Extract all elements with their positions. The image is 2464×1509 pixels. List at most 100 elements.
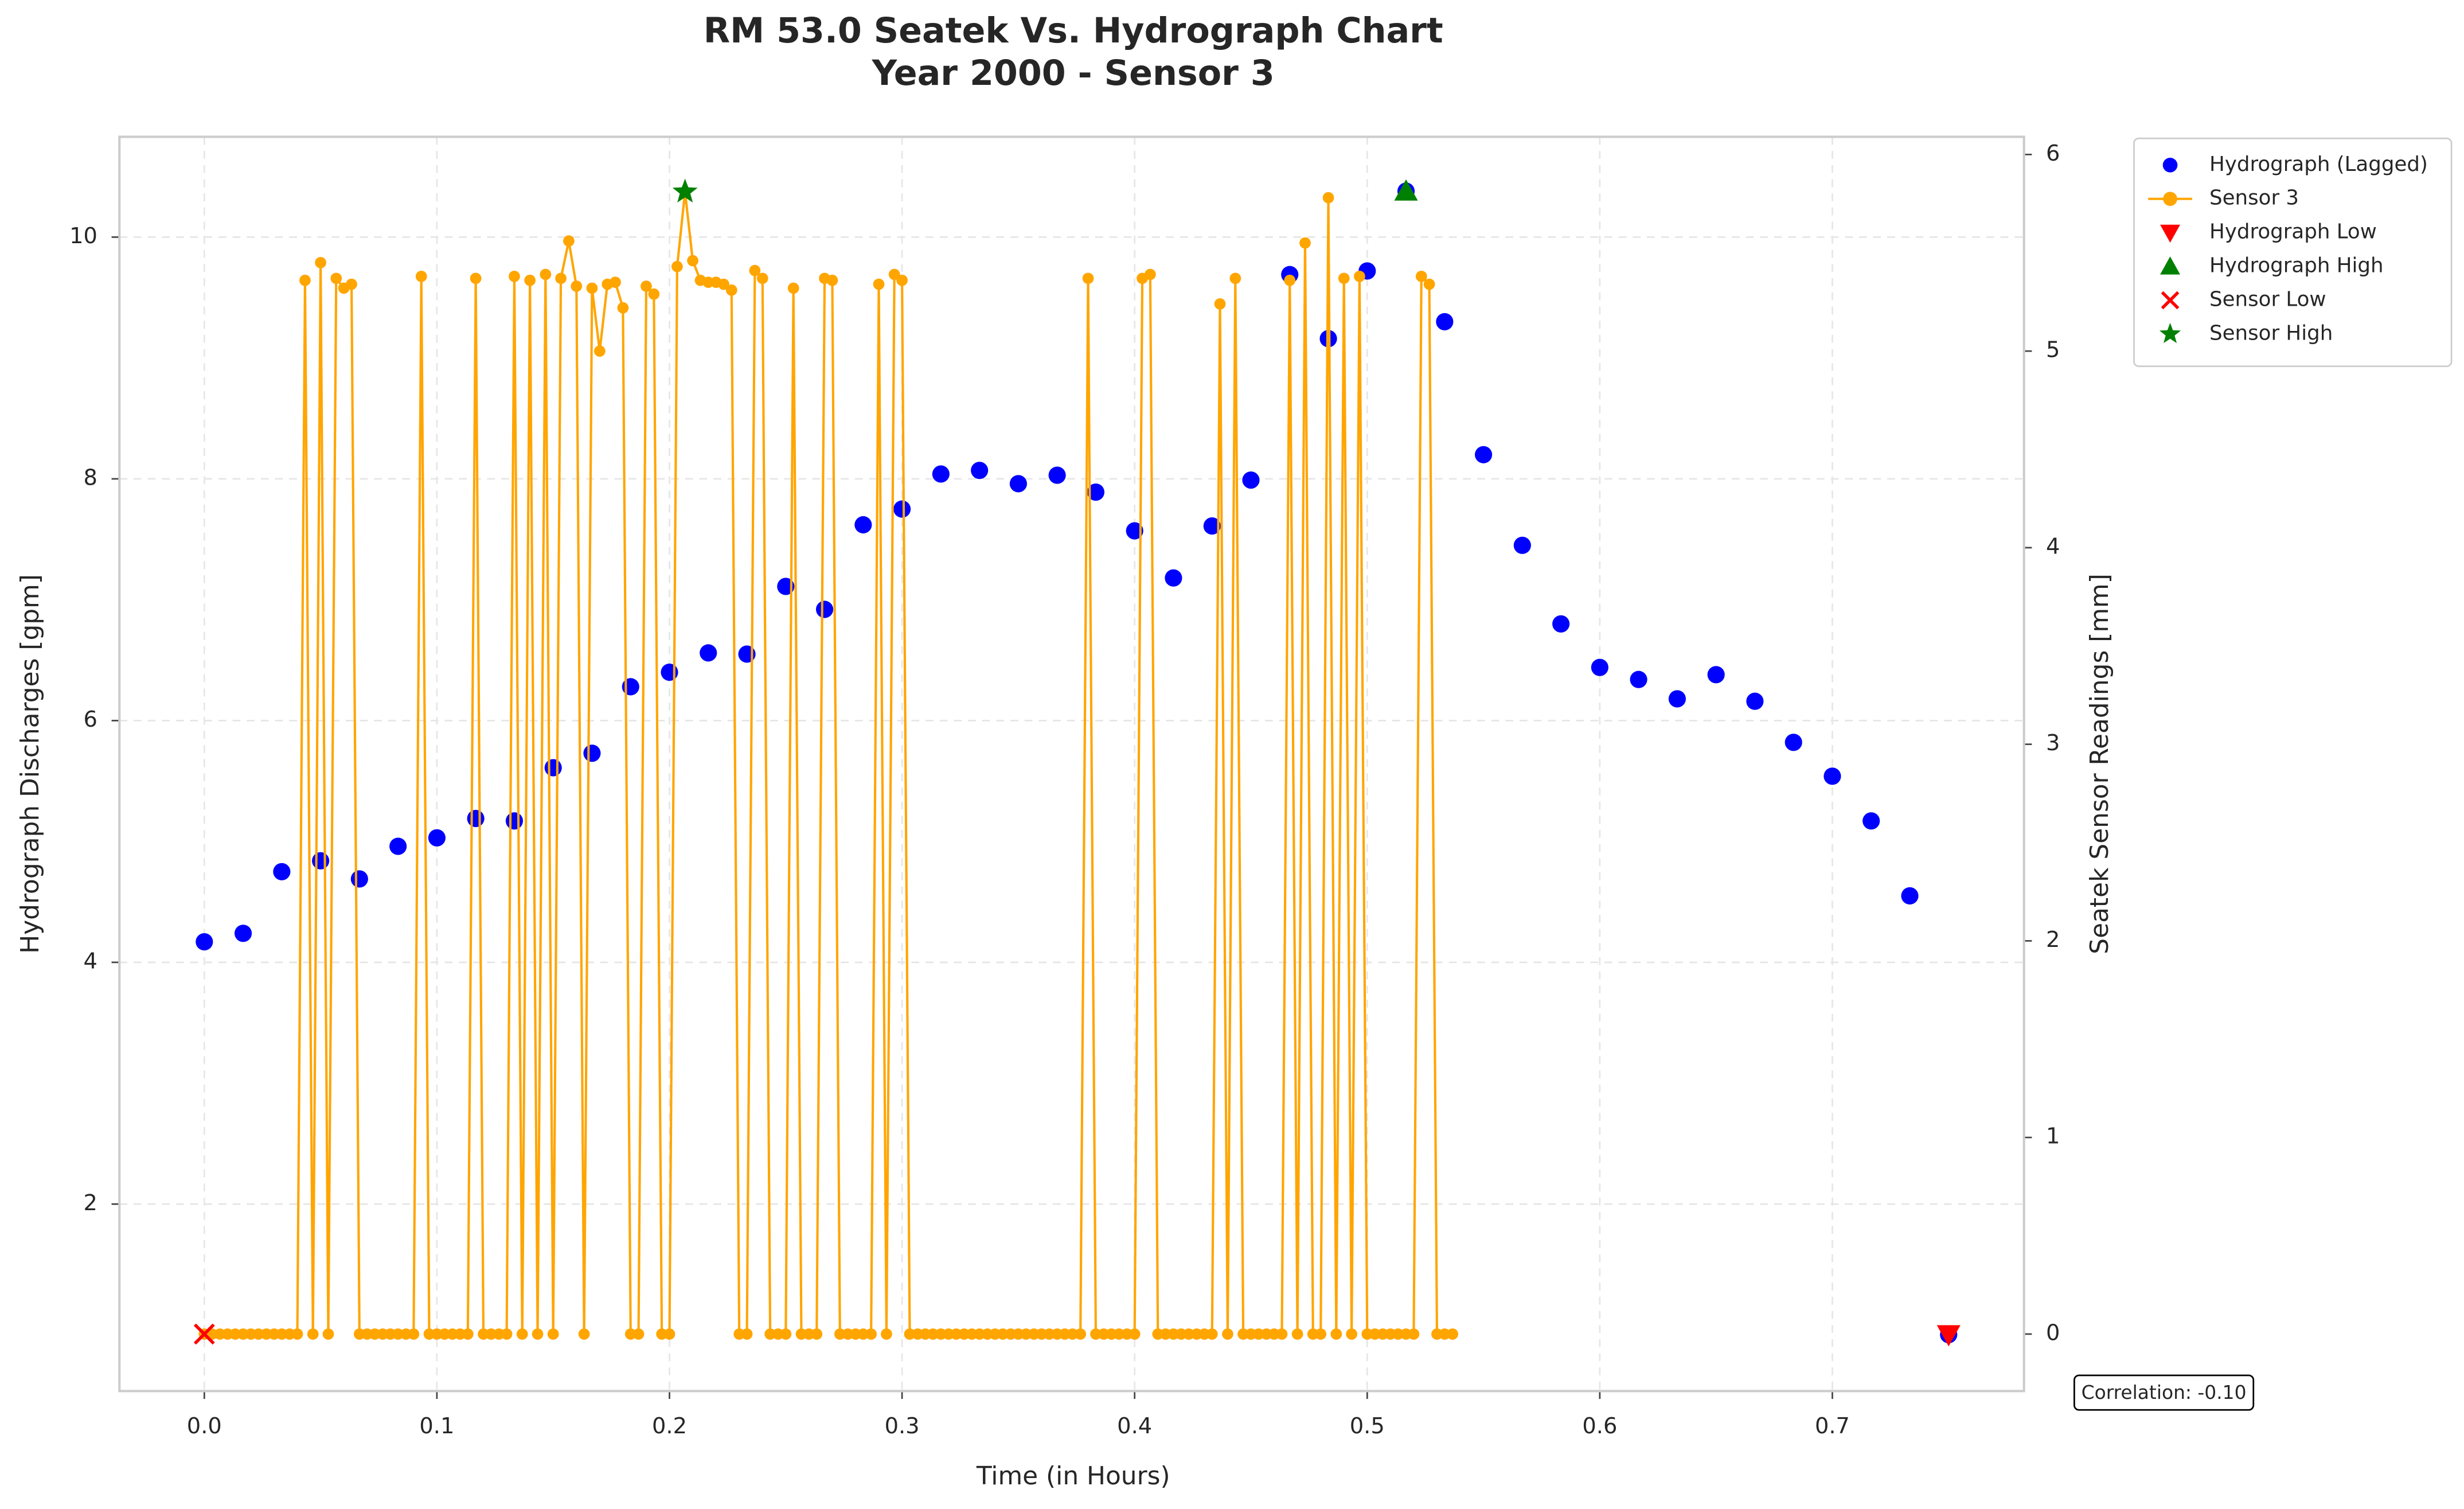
series bbox=[1936, 1325, 1961, 1347]
data-point bbox=[1043, 1328, 1055, 1340]
data-point bbox=[1183, 1328, 1195, 1340]
data-point bbox=[1436, 313, 1454, 331]
data-point bbox=[1159, 1328, 1172, 1340]
data-point bbox=[687, 255, 698, 267]
data-point bbox=[1936, 1325, 1961, 1347]
data-point bbox=[950, 1328, 962, 1340]
data-point bbox=[1144, 268, 1156, 280]
data-point bbox=[780, 1328, 792, 1340]
data-point bbox=[193, 1323, 215, 1345]
x-tick-label: 0.1 bbox=[419, 1413, 454, 1439]
x-tick-label: 0.2 bbox=[652, 1413, 687, 1439]
data-point bbox=[1447, 1328, 1459, 1340]
data-point bbox=[641, 280, 652, 292]
y2-axis-label: Seatek Sensor Readings [mm] bbox=[2085, 574, 2114, 954]
data-point bbox=[428, 829, 446, 847]
data-point bbox=[315, 257, 326, 268]
data-point bbox=[544, 759, 562, 777]
legend-box bbox=[2133, 137, 2453, 367]
legend-marker bbox=[2163, 192, 2177, 206]
data-point bbox=[1082, 272, 1094, 284]
data-point bbox=[571, 280, 583, 292]
data-point bbox=[873, 278, 885, 290]
data-point bbox=[1394, 179, 1418, 201]
data-point bbox=[1315, 1328, 1327, 1340]
data-point bbox=[593, 345, 606, 357]
data-point bbox=[1707, 666, 1725, 684]
data-point bbox=[1222, 1328, 1233, 1340]
y2-tick-label: 2 bbox=[2046, 927, 2060, 953]
data-point bbox=[1128, 1328, 1141, 1340]
y2-tick-label: 0 bbox=[2046, 1320, 2060, 1346]
data-point bbox=[834, 1328, 846, 1340]
series bbox=[672, 178, 698, 203]
data-point bbox=[540, 268, 552, 280]
data-point bbox=[330, 272, 342, 284]
y-tick-label: 6 bbox=[84, 707, 97, 732]
y-tick-label: 2 bbox=[84, 1190, 97, 1216]
data-point bbox=[1862, 812, 1880, 830]
data-point bbox=[764, 1328, 776, 1340]
y2-tick-label: 3 bbox=[2046, 730, 2060, 756]
data-point bbox=[1214, 298, 1226, 310]
data-point bbox=[893, 500, 911, 518]
y2-tick-label: 5 bbox=[2046, 337, 2060, 363]
data-point bbox=[1253, 1328, 1264, 1340]
data-point bbox=[583, 744, 601, 762]
data-point bbox=[1113, 1328, 1125, 1340]
data-point bbox=[392, 1328, 404, 1340]
data-point bbox=[997, 1328, 1009, 1340]
data-point bbox=[462, 1328, 474, 1340]
data-point bbox=[1591, 658, 1608, 676]
legend-marker bbox=[2162, 158, 2178, 173]
data-point bbox=[1087, 483, 1105, 501]
data-point bbox=[415, 271, 427, 282]
legend-marker bbox=[2160, 224, 2181, 243]
x-tick-label: 0.7 bbox=[1815, 1413, 1850, 1439]
data-point bbox=[1439, 1328, 1451, 1340]
data-point bbox=[896, 274, 908, 286]
data-point bbox=[725, 284, 737, 296]
data-point bbox=[509, 271, 520, 282]
data-point bbox=[196, 933, 213, 951]
data-point bbox=[439, 1328, 451, 1340]
data-point bbox=[312, 852, 330, 869]
data-point bbox=[1415, 271, 1427, 282]
data-point bbox=[1330, 1328, 1342, 1340]
data-point bbox=[273, 863, 291, 880]
data-point bbox=[756, 272, 768, 284]
data-point bbox=[501, 1328, 513, 1340]
legend-label: Hydrograph Low bbox=[2209, 220, 2377, 244]
data-point bbox=[505, 812, 524, 830]
y2-tick-label: 4 bbox=[2046, 533, 2060, 559]
data-point bbox=[1322, 192, 1334, 204]
annotation: Correlation: -0.10 bbox=[2082, 1381, 2247, 1403]
data-point bbox=[881, 1328, 892, 1340]
data-point bbox=[700, 644, 717, 662]
y-axis-label: Hydrograph Discharges [gpm] bbox=[15, 574, 45, 954]
data-point bbox=[1299, 237, 1311, 249]
data-point bbox=[234, 925, 252, 942]
data-point bbox=[1369, 1328, 1381, 1340]
y-tick-label: 4 bbox=[84, 948, 97, 974]
data-point bbox=[291, 1328, 303, 1340]
data-point bbox=[617, 302, 629, 314]
data-point bbox=[857, 1328, 869, 1340]
data-point bbox=[532, 1328, 544, 1340]
data-point bbox=[470, 272, 482, 284]
data-point bbox=[671, 260, 683, 272]
data-point bbox=[1203, 517, 1221, 535]
data-point bbox=[811, 1328, 823, 1340]
data-point bbox=[1206, 1328, 1218, 1340]
data-point bbox=[516, 1328, 528, 1340]
data-point bbox=[865, 1328, 877, 1340]
data-point bbox=[1090, 1328, 1102, 1340]
data-point bbox=[610, 276, 621, 288]
data-point bbox=[229, 1328, 241, 1340]
data-point bbox=[408, 1328, 420, 1340]
y2-tick-label: 6 bbox=[2046, 141, 2060, 166]
data-point bbox=[1668, 690, 1686, 708]
data-point bbox=[815, 601, 834, 618]
data-point bbox=[1048, 466, 1066, 484]
